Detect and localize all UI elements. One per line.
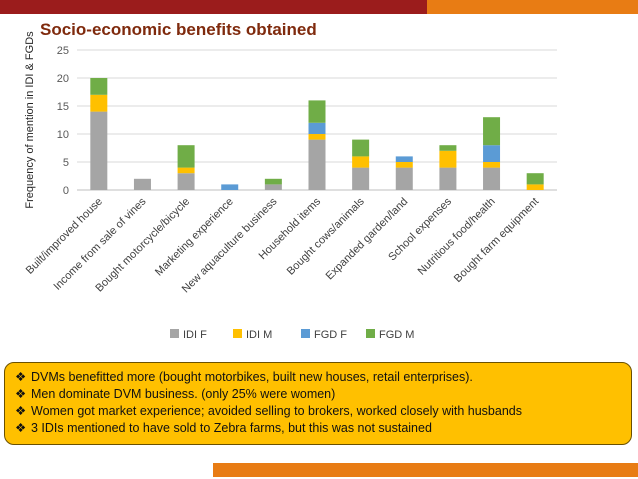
bar-segment (526, 173, 544, 185)
bar-segment (264, 178, 282, 185)
bar-segment (483, 167, 501, 190)
chart-title: Socio-economic benefits obtained (40, 20, 317, 39)
bar-segment (483, 145, 501, 162)
legend-swatch (170, 329, 179, 338)
notes-box: ❖ DVMs benefitted more (bought motorbikes… (4, 362, 632, 445)
bar-segment (395, 167, 413, 190)
y-tick-label: 5 (63, 157, 69, 169)
note-item: ❖ Men dominate DVM business. (only 25% we… (15, 386, 621, 403)
bar-segment (439, 150, 457, 168)
bar-segment (352, 139, 370, 157)
bar-segment (308, 134, 326, 140)
bar-segment (308, 139, 326, 190)
y-axis-label: Frequency of mention in IDI & FGDs (24, 31, 36, 209)
x-tick-label: Bought cows/animals (285, 195, 367, 277)
bar-segment (177, 173, 195, 190)
bar-segment (439, 167, 457, 190)
bar-segment (308, 122, 326, 134)
bar-segment (264, 184, 282, 190)
bar-segment (90, 111, 108, 190)
note-text: 3 IDIs mentioned to have sold to Zebra f… (31, 421, 432, 435)
legend-swatch (366, 329, 375, 338)
y-tick-label: 15 (57, 101, 69, 113)
diamond-bullet-icon: ❖ (15, 387, 27, 401)
diamond-bullet-icon: ❖ (15, 370, 27, 384)
note-item: ❖ Women got market experience; avoided se… (15, 403, 621, 420)
x-tick-label: Marketing experience (153, 196, 236, 279)
y-tick-label: 25 (57, 45, 69, 57)
bar-segment (90, 94, 108, 112)
x-tick-label: Expanded garden/land (324, 196, 411, 283)
legend-label: IDI F (183, 329, 207, 341)
legend-label: IDI M (246, 329, 272, 341)
bottom-accent-bar-orange (213, 463, 638, 477)
legend-label: FGD F (314, 329, 347, 341)
note-item: ❖ 3 IDIs mentioned to have sold to Zebra … (15, 420, 621, 437)
note-text: DVMs benefitted more (bought motorbikes,… (31, 370, 473, 384)
bar-segment (352, 167, 370, 190)
legend-label: FGD M (379, 329, 414, 341)
bar-segment (483, 117, 501, 146)
x-tick-label: Nutritious food/health (416, 196, 498, 278)
legend-swatch (301, 329, 310, 338)
y-tick-label: 0 (63, 185, 69, 197)
top-accent-bar-orange (427, 0, 638, 14)
bar-segment (177, 167, 195, 174)
bar-segment (439, 145, 457, 151)
diamond-bullet-icon: ❖ (15, 404, 27, 418)
note-text: Men dominate DVM business. (only 25% wer… (31, 387, 336, 401)
bar-segment (352, 156, 370, 168)
bar-segment (221, 184, 239, 190)
bar-segment (483, 162, 501, 168)
bar-segment (133, 178, 151, 190)
bar-segment (308, 100, 326, 123)
diamond-bullet-icon: ❖ (15, 421, 27, 435)
x-tick-label: Bought farm equipment (452, 196, 541, 285)
y-tick-label: 20 (57, 73, 69, 85)
bar-segment (177, 145, 195, 168)
bar-segment (395, 162, 413, 168)
y-tick-label: 10 (57, 129, 69, 141)
bar-segment (395, 156, 413, 162)
top-accent-bar-red (0, 0, 427, 14)
note-text: Women got market experience; avoided sel… (31, 404, 522, 418)
stacked-bar-chart: 0 5 10 15 20 25 Frequency of mention in IDI & … (24, 31, 557, 341)
legend-swatch (233, 329, 242, 338)
note-item: ❖ DVMs benefitted more (bought motorbikes… (15, 369, 621, 386)
bar-segment (90, 78, 108, 95)
bar-segment (526, 184, 544, 190)
